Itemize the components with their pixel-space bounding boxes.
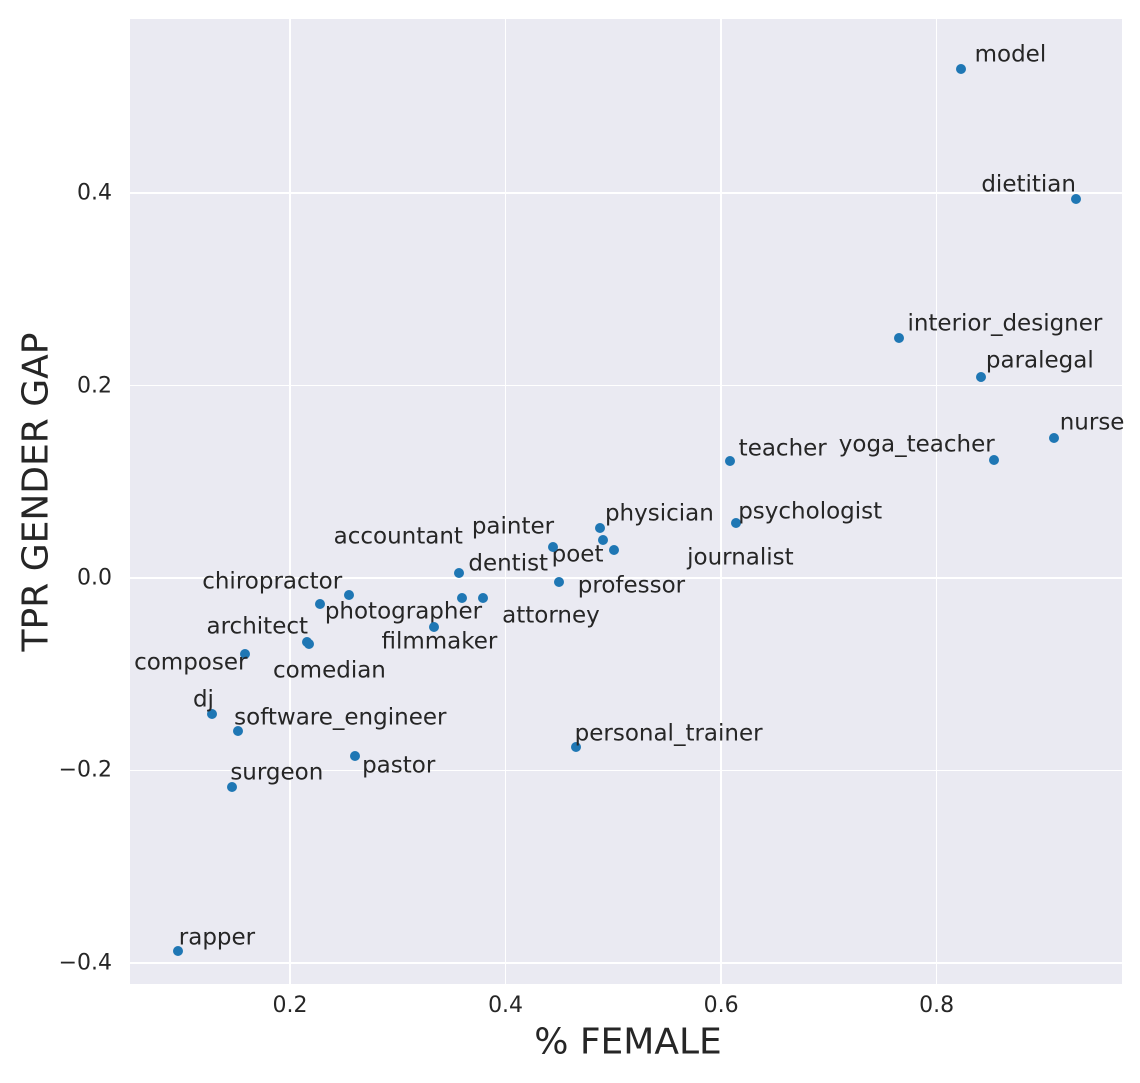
point-label-software_engineer: software_engineer xyxy=(234,704,447,731)
point-label-dj: dj xyxy=(192,685,214,712)
y-tick-label-0.0: 0.0 xyxy=(77,565,112,591)
scatter-point-journalist xyxy=(609,545,620,556)
point-label-composer: composer xyxy=(134,649,248,676)
scatter-point-model xyxy=(956,64,967,75)
point-label-pastor: pastor xyxy=(362,752,436,779)
x-tick-label-0.2: 0.2 xyxy=(272,993,308,1018)
point-label-painter: painter xyxy=(471,513,555,540)
scatter-point-painter xyxy=(547,542,558,553)
point-label-surgeon: surgeon xyxy=(230,759,324,786)
scatter-point-software_engineer xyxy=(233,725,244,736)
scatter-point-pastor xyxy=(349,750,360,761)
y-tick-label-−0.2: −0.2 xyxy=(58,757,112,783)
scatter-point-surgeon xyxy=(226,781,237,792)
scatter-point-dietitian xyxy=(1070,193,1081,204)
scatter-point-rapper xyxy=(172,946,183,957)
scatter-point-dentist xyxy=(454,568,465,579)
point-label-psychologist: psychologist xyxy=(738,498,883,525)
x-tick-label-0.6: 0.6 xyxy=(703,993,739,1018)
point-label-yoga_teacher: yoga_teacher xyxy=(838,430,995,457)
scatter-point-attorney xyxy=(477,593,488,604)
y-gridline-0.2 xyxy=(130,384,1122,387)
y-gridline-0.0 xyxy=(130,577,1122,579)
point-label-paralegal: paralegal xyxy=(985,347,1094,374)
x-axis-title: % FEMALE xyxy=(534,1021,722,1063)
scatter-point-interior_designer xyxy=(893,333,904,344)
scatter-point-paralegal xyxy=(975,371,986,382)
y-gridline-−0.2 xyxy=(130,769,1122,772)
plot-area: model dietitian interior_designer paralegal… xyxy=(130,19,1125,984)
point-label-dentist: dentist xyxy=(468,550,549,577)
point-label-photographer: photographer xyxy=(324,598,483,625)
scatter-point-nurse xyxy=(1049,432,1060,443)
point-label-attorney: attorney xyxy=(502,602,600,629)
x-tick-label-0.8: 0.8 xyxy=(919,993,955,1018)
point-label-dietitian: dietitian xyxy=(981,171,1076,198)
y-tick-label-0.2: 0.2 xyxy=(77,373,112,399)
point-label-interior_designer: interior_designer xyxy=(907,310,1103,337)
scatter-point-psychologist xyxy=(731,518,742,529)
y-tick-label-0.4: 0.4 xyxy=(77,180,112,206)
point-label-rapper: rapper xyxy=(178,924,256,951)
y-gridline-0.4 xyxy=(130,192,1122,194)
scatter-point-photographer xyxy=(457,593,468,604)
x-gridline-0.6 xyxy=(720,19,722,984)
y-tick-label-−0.4: −0.4 xyxy=(58,950,112,976)
scatter-point-professor xyxy=(554,576,565,587)
x-gridline-0.8 xyxy=(935,19,938,984)
point-label-poet: poet xyxy=(551,540,604,567)
scatter-point-comedian xyxy=(304,639,315,650)
scatter-point-dj xyxy=(207,708,218,719)
scatter-point-poet xyxy=(597,534,608,545)
point-label-physician: physician xyxy=(604,500,714,527)
scatter-point-filmmaker xyxy=(429,622,440,633)
point-label-personal_trainer: personal_trainer xyxy=(574,720,763,747)
x-gridline-0.4 xyxy=(504,19,507,984)
point-label-model: model xyxy=(974,41,1047,68)
x-tick-label-0.4: 0.4 xyxy=(488,993,524,1018)
point-label-comedian: comedian xyxy=(272,657,386,684)
point-label-filmmaker: filmmaker xyxy=(381,628,498,655)
scatter-point-composer xyxy=(239,648,250,659)
x-gridline-0.2 xyxy=(289,19,291,984)
point-label-professor: professor xyxy=(577,572,686,599)
scatter-point-teacher xyxy=(724,455,735,466)
scatter-point-yoga_teacher xyxy=(988,454,999,465)
point-label-architect: architect xyxy=(206,613,309,640)
y-gridline-−0.4 xyxy=(130,962,1122,964)
point-label-journalist: journalist xyxy=(687,544,794,571)
scatter-point-accountant xyxy=(344,590,355,601)
scatter-point-physician xyxy=(595,522,606,533)
scatter-point-chiropractor xyxy=(315,598,326,609)
point-label-accountant: accountant xyxy=(333,523,463,550)
point-label-teacher: teacher xyxy=(738,434,827,461)
scatter-point-personal_trainer xyxy=(570,742,581,753)
point-label-chiropractor: chiropractor xyxy=(202,568,343,595)
point-label-nurse: nurse xyxy=(1059,408,1125,435)
